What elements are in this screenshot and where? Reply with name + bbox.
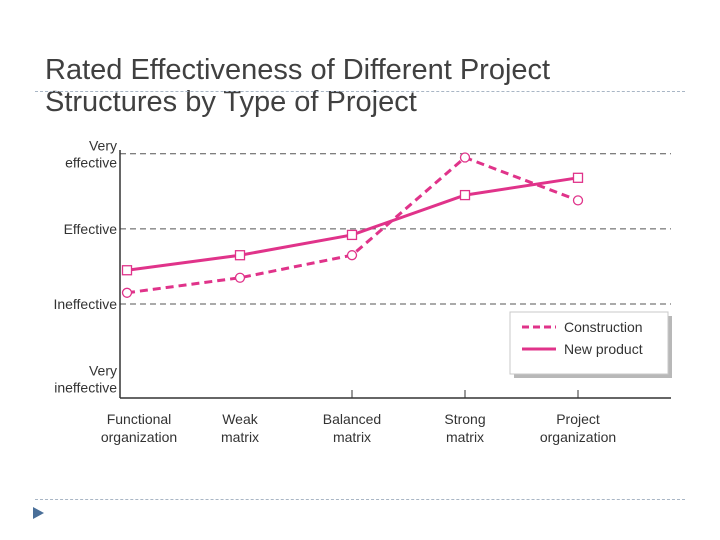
data-point-new-product — [459, 189, 471, 201]
y-level-label: Very — [89, 137, 117, 153]
data-point-construction — [121, 287, 133, 298]
legend-label: New product — [564, 341, 643, 357]
data-point-new-product — [346, 229, 358, 241]
legend-box — [509, 311, 669, 375]
x-category-label: matrix — [446, 429, 484, 445]
x-category-label: Project — [556, 411, 600, 427]
data-point-construction — [234, 272, 246, 283]
x-category-label: Functional — [107, 411, 172, 427]
data-point-new-product — [121, 265, 133, 276]
slide-title-line-1: Rated Effectiveness of Different Project — [45, 54, 551, 86]
data-point-construction — [346, 250, 358, 261]
y-level-label: ineffective — [54, 380, 117, 396]
x-category-label: organization — [101, 429, 177, 445]
x-category-label: organization — [540, 429, 616, 445]
x-category-label: matrix — [333, 429, 371, 445]
series-line-construction — [126, 156, 579, 295]
x-category-label: Strong — [444, 411, 485, 427]
footer-divider — [35, 499, 685, 500]
y-level-label: Ineffective — [53, 296, 117, 312]
y-level-label: Effective — [64, 221, 118, 237]
x-category-label: matrix — [221, 429, 259, 445]
x-category-label: Weak — [222, 411, 259, 427]
data-point-construction — [572, 195, 584, 206]
data-point-new-product — [572, 172, 584, 183]
data-point-construction — [459, 152, 471, 163]
y-level-label: effective — [65, 154, 117, 170]
x-category-label: Balanced — [323, 411, 381, 427]
legend-label: Construction — [564, 319, 643, 335]
title-divider — [35, 91, 685, 92]
data-point-new-product — [234, 250, 246, 261]
y-level-label: Very — [89, 363, 117, 379]
bullet-arrow-icon — [33, 507, 44, 519]
